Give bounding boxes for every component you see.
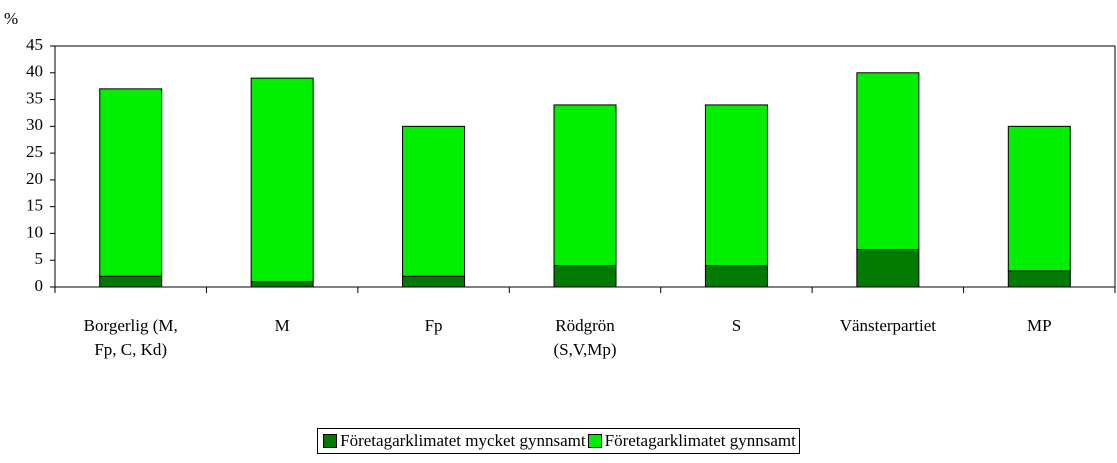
bar-segment: [99, 275, 163, 288]
legend: Företagarklimatet mycket gynnsamt Företag…: [317, 428, 800, 454]
legend-label: Företagarklimatet gynnsamt: [604, 431, 796, 450]
x-tick-label: Fp: [424, 316, 443, 335]
legend-item: Företagarklimatet mycket gynnsamt: [321, 431, 586, 451]
legend-swatch: [587, 434, 602, 448]
bar-segment: [704, 104, 768, 267]
x-tick-label: MP: [1026, 316, 1052, 335]
chart: % 0 5 10 15 20 25 30 35 40 45: [4, 9, 1116, 295]
y-tick-label: 15: [26, 196, 43, 215]
bar-segment: [402, 125, 466, 277]
bar-segment: [99, 88, 163, 277]
bar-segment: [402, 275, 466, 288]
y-tick-label: 25: [26, 142, 43, 161]
y-tick-label: 45: [26, 35, 43, 54]
legend-label: Företagarklimatet mycket gynnsamt: [340, 431, 586, 450]
bar-segment: [553, 265, 617, 288]
y-tick-label: 5: [35, 249, 44, 268]
bar-segment: [250, 281, 314, 288]
bar-segment: [1007, 125, 1071, 272]
legend-swatch: [323, 434, 338, 448]
bar-segment: [553, 104, 617, 267]
x-tick-label: S: [731, 316, 742, 335]
legend-item: Företagarklimatet gynnsamt: [586, 431, 796, 451]
legend-wrap: Företagarklimatet mycket gynnsamt Företag…: [0, 428, 1117, 454]
x-tick-label: Vänsterpartiet: [839, 316, 936, 335]
bar-segment: [250, 77, 314, 283]
y-tick-label: 20: [26, 169, 43, 188]
y-tick-label: 40: [26, 62, 43, 81]
y-tick-label: 10: [26, 222, 43, 241]
bar-segment: [856, 72, 920, 251]
y-tick-label: 30: [26, 115, 43, 134]
y-tick-label: 0: [35, 276, 44, 295]
x-tick-label: M: [274, 316, 290, 335]
bar-segment: [1007, 270, 1071, 288]
x-tick-label: Borgerlig (M, Fp, C, Kd): [83, 316, 178, 359]
bar-segment: [856, 249, 920, 288]
bar-segment: [704, 265, 768, 288]
x-tick-label: Rödgrön (S,V,Mp): [553, 316, 617, 359]
y-tick-label: 35: [26, 88, 43, 107]
y-axis-label: %: [4, 9, 18, 28]
